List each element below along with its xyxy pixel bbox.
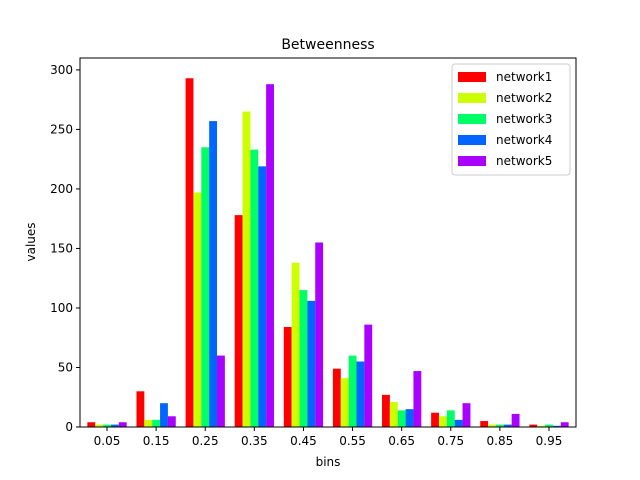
bar-network2-0.45 xyxy=(291,262,300,427)
bars-group xyxy=(87,78,569,428)
legend-label-network5: network5 xyxy=(496,154,552,168)
x-tick-label: 0.95 xyxy=(536,434,563,448)
legend: network1 network2 network3 network4 network5 xyxy=(451,63,571,176)
bar-network1-0.35 xyxy=(234,215,243,427)
bar-network4-0.35 xyxy=(258,166,267,427)
legend-label-network3: network3 xyxy=(496,112,552,126)
bar-network4-0.75 xyxy=(454,419,463,427)
bar-network5-0.25 xyxy=(217,355,225,427)
bar-network4-0.55 xyxy=(356,361,365,427)
bar-network5-0.95 xyxy=(560,422,569,427)
y-tick-label: 150 xyxy=(50,241,73,255)
bar-network1-0.85 xyxy=(480,421,489,427)
x-tick-label: 0.25 xyxy=(192,434,219,448)
y-tick-label: 250 xyxy=(50,122,73,136)
legend-swatch-network5 xyxy=(458,156,486,166)
bar-network3-0.25 xyxy=(201,147,210,427)
bar-network4-0.85 xyxy=(503,424,512,427)
x-tick-label: 0.15 xyxy=(143,434,170,448)
bar-network2-0.35 xyxy=(242,111,251,427)
x-axis: 0.05 0.15 0.25 0.35 0.45 0.55 0.65 0.75 0.85 0.95 xyxy=(94,427,563,448)
bar-network4-0.05 xyxy=(110,424,119,427)
bar-network3-0.05 xyxy=(103,424,111,427)
y-tick-label: 300 xyxy=(50,63,73,77)
bar-network1-0.15 xyxy=(136,391,145,427)
bar-network1-0.75 xyxy=(431,412,439,427)
x-tick-label: 0.75 xyxy=(437,434,464,448)
bar-network3-0.55 xyxy=(348,355,357,427)
bar-network4-0.65 xyxy=(405,409,414,427)
y-axis-label: values xyxy=(24,222,38,261)
bar-network2-0.85 xyxy=(488,424,496,427)
x-tick-label: 0.05 xyxy=(94,434,121,448)
bar-network3-0.85 xyxy=(495,424,504,427)
bar-network2-0.65 xyxy=(389,402,398,427)
plot-frame xyxy=(79,57,577,428)
legend-label-network2: network2 xyxy=(496,91,552,105)
bar-network4-0.45 xyxy=(307,300,316,427)
bar-network5-0.45 xyxy=(315,242,324,427)
bar-network1-0.65 xyxy=(382,394,390,427)
bar-network3-0.45 xyxy=(299,290,308,427)
x-tick-label: 0.55 xyxy=(339,434,366,448)
legend-swatch-network2 xyxy=(458,93,486,103)
y-tick-label: 50 xyxy=(58,360,73,374)
bar-network3-0.65 xyxy=(397,410,406,427)
x-tick-label: 0.85 xyxy=(487,434,514,448)
bar-network5-0.05 xyxy=(118,422,127,427)
bar-network2-0.95 xyxy=(537,425,546,427)
y-tick-label: 0 xyxy=(65,420,73,434)
bar-network5-0.35 xyxy=(266,84,274,427)
bar-network5-0.75 xyxy=(462,403,471,427)
bar-network1-0.95 xyxy=(529,424,538,427)
x-tick-label: 0.35 xyxy=(241,434,268,448)
x-axis-label: bins xyxy=(316,455,341,469)
y-tick-label: 100 xyxy=(50,301,73,315)
bar-network2-0.05 xyxy=(95,424,104,427)
bar-network3-0.95 xyxy=(545,424,553,427)
bar-network2-0.15 xyxy=(144,419,153,427)
bar-network3-0.75 xyxy=(446,410,455,427)
bar-network1-0.55 xyxy=(332,368,341,427)
bar-network5-0.15 xyxy=(167,416,176,427)
bar-network2-0.55 xyxy=(340,378,349,427)
bar-network5-0.55 xyxy=(364,324,373,427)
legend-swatch-network1 xyxy=(458,72,486,82)
bar-network1-0.45 xyxy=(283,327,292,427)
bar-network1-0.05 xyxy=(87,422,96,427)
bar-network3-0.35 xyxy=(250,149,259,427)
bar-network2-0.75 xyxy=(438,416,447,427)
bar-network2-0.25 xyxy=(193,192,202,427)
y-tick-label: 200 xyxy=(50,182,73,196)
chart-title: Betweenness xyxy=(281,37,374,53)
legend-swatch-network3 xyxy=(458,114,486,124)
x-tick-label: 0.65 xyxy=(388,434,415,448)
x-tick-label: 0.45 xyxy=(290,434,317,448)
bar-network4-0.15 xyxy=(160,403,168,427)
bar-network5-0.65 xyxy=(413,371,422,427)
bar-network1-0.25 xyxy=(185,78,194,428)
legend-box xyxy=(451,63,571,176)
bar-network4-0.95 xyxy=(552,425,561,427)
y-axis: 0 50 100 150 200 250 300 xyxy=(50,63,80,434)
legend-label-network4: network4 xyxy=(496,133,552,147)
bar-network3-0.15 xyxy=(152,419,161,427)
legend-swatch-network4 xyxy=(458,135,486,145)
bar-network4-0.25 xyxy=(209,121,218,427)
bar-network5-0.85 xyxy=(511,413,520,427)
legend-label-network1: network1 xyxy=(496,70,552,84)
